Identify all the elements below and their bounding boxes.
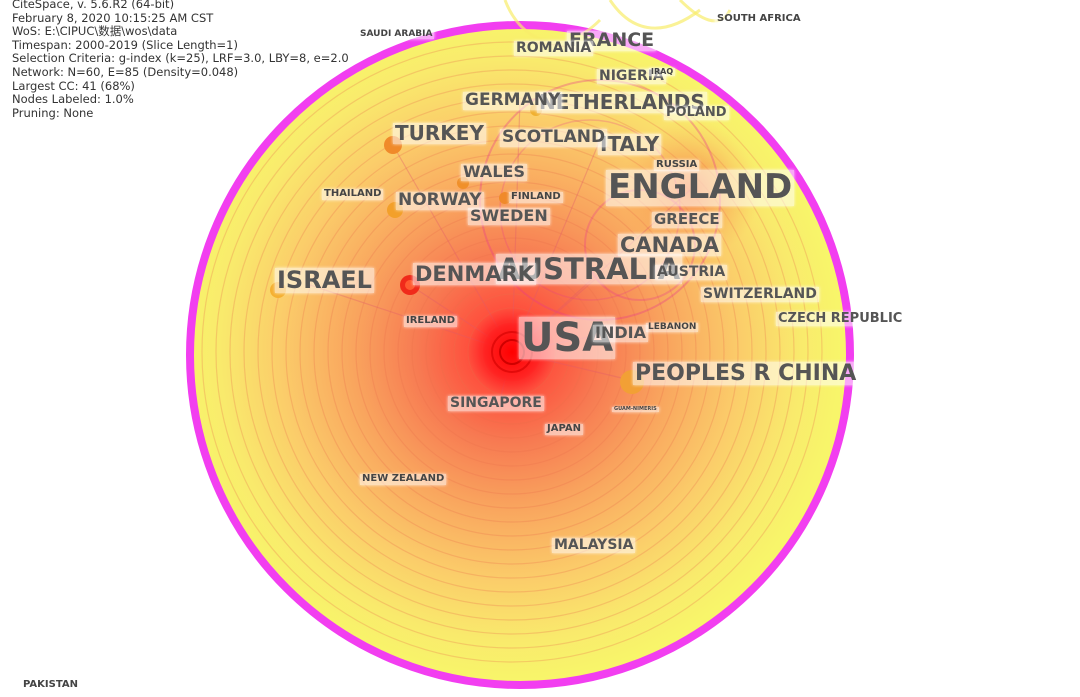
concentric-rings [201,41,823,663]
node-label-netherlands[interactable]: NETHERLANDS [537,90,707,114]
node-label-thailand[interactable]: THAILAND [322,188,384,200]
node-label-malaysia[interactable]: MALAYSIA [552,537,636,553]
node-label-italy[interactable]: ITALY [598,132,662,156]
node-label-pakistan[interactable]: PAKISTAN [21,679,80,691]
info-line: WoS: E:\CIPUC\数据\wos\data [12,24,178,39]
node-label-greece[interactable]: GREECE [652,210,722,228]
node-label-germany[interactable]: GERMANY [463,90,563,110]
node-label-nigeria[interactable]: NIGERIA [597,68,666,84]
node-label-switzerland[interactable]: SWITZERLAND [701,286,819,302]
node-label-saudi-arabia[interactable]: SAUDI ARABIA [358,29,435,40]
node-label-austria[interactable]: AUSTRIA [655,264,728,280]
citespace-info-panel: CiteSpace, v. 5.6.R2 (64-bit) February 8,… [12,0,349,120]
node-label-wales[interactable]: WALES [461,162,527,181]
node-label-england[interactable]: ENGLAND [606,167,795,207]
node-label-turkey[interactable]: TURKEY [393,121,486,145]
info-line: Network: N=60, E=85 (Density=0.048) [12,64,239,79]
info-line: Pruning: None [12,105,94,120]
info-line: CiteSpace, v. 5.6.R2 (64-bit) [12,0,175,11]
node-label-finland[interactable]: FINLAND [509,191,563,203]
node-label-sweden[interactable]: SWEDEN [468,206,550,225]
node-label-canada[interactable]: CANADA [618,233,722,257]
node-label-russia[interactable]: RUSSIA [654,159,700,171]
node-label-denmark[interactable]: DENMARK [413,262,536,286]
node-label-romania[interactable]: ROMANIA [514,40,594,56]
node-label-israel[interactable]: ISRAEL [275,266,374,294]
node-label-singapore[interactable]: SINGAPORE [448,395,544,411]
node-label-scotland[interactable]: SCOTLAND [500,127,608,147]
info-line: February 8, 2020 10:15:25 AM CST [12,10,214,25]
info-line: Selection Criteria: g-index (k=25), LRF=… [12,51,349,66]
node-label-czech-republic[interactable]: CZECH REPUBLIC [776,311,905,326]
node-label-iraq[interactable]: IRAQ [649,67,676,77]
node-label-lebanon[interactable]: LEBANON [646,322,699,333]
info-line: Largest CC: 41 (68%) [12,78,135,93]
node-label-guam[interactable]: GUAM-NIMERIS [612,406,659,413]
info-line: Timespan: 2000-2019 (Slice Length=1) [12,37,238,52]
node-label-norway[interactable]: NORWAY [396,190,484,210]
node-label-new-zealand[interactable]: NEW ZEALAND [360,473,447,485]
node-label-peoples-r-china[interactable]: PEOPLES R CHINA [633,361,859,386]
node-label-south-africa[interactable]: SOUTH AFRICA [715,13,803,25]
node-label-japan[interactable]: JAPAN [545,423,583,435]
node-label-india[interactable]: INDIA [593,323,648,342]
node-label-ireland[interactable]: IRELAND [404,315,458,327]
node-label-poland[interactable]: POLAND [664,105,729,120]
info-line: Nodes Labeled: 1.0% [12,92,134,107]
